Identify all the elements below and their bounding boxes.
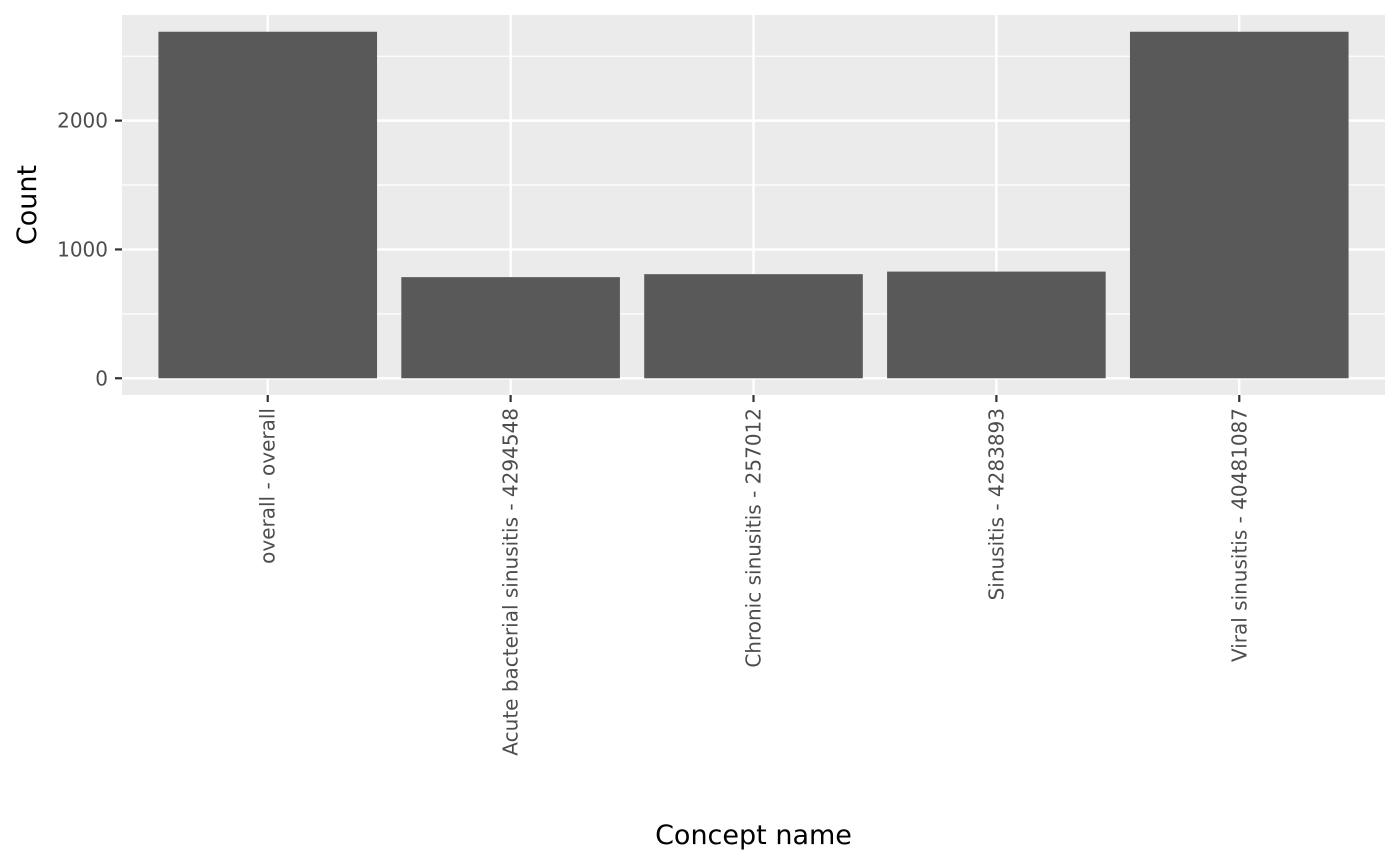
x-axis: overall - overall Acute bacterial sinusit… — [256, 395, 1251, 756]
bar — [158, 31, 378, 379]
x-axis-title: Concept name — [655, 820, 852, 851]
bar — [644, 274, 863, 379]
bar — [1129, 31, 1349, 379]
bar — [887, 271, 1106, 379]
y-axis-title: Count — [12, 165, 43, 245]
x-tick-label: overall - overall — [256, 408, 280, 564]
y-tick-label: 1000 — [57, 237, 108, 261]
x-tick-label: Viral sinusitis - 40481087 — [1227, 408, 1251, 662]
bar — [401, 277, 620, 379]
x-tick-label: Acute bacterial sinusitis - 4294548 — [499, 408, 523, 756]
y-tick-label: 0 — [95, 366, 108, 390]
y-axis: 0 1000 2000 — [57, 109, 122, 390]
x-tick-label: Sinusitis - 4283893 — [984, 408, 1008, 600]
y-tick-label: 2000 — [57, 109, 108, 133]
x-tick-label: Chronic sinusitis - 257012 — [742, 408, 766, 668]
bars — [158, 31, 1349, 379]
